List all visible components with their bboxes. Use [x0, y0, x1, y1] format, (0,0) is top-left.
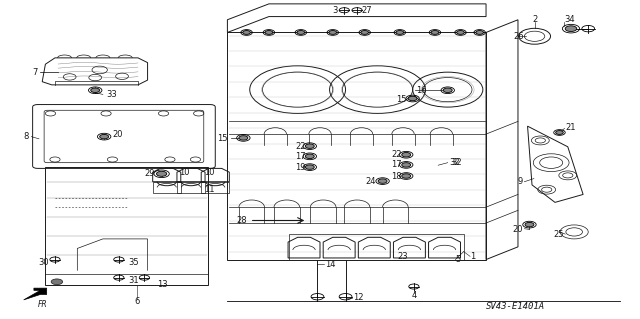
Circle shape [378, 179, 387, 183]
Circle shape [157, 171, 167, 176]
Circle shape [265, 31, 273, 34]
Circle shape [239, 136, 248, 140]
Circle shape [402, 163, 411, 167]
Circle shape [457, 31, 465, 34]
Text: 25: 25 [554, 230, 564, 239]
Circle shape [329, 31, 337, 34]
Text: 5: 5 [456, 255, 461, 264]
Text: 28: 28 [236, 216, 246, 225]
Circle shape [243, 31, 250, 34]
Circle shape [431, 31, 439, 34]
Circle shape [361, 31, 369, 34]
Circle shape [556, 130, 563, 134]
Text: 11: 11 [204, 184, 214, 194]
Bar [153, 182, 180, 193]
Circle shape [396, 31, 404, 34]
Text: 22: 22 [296, 142, 306, 151]
Circle shape [525, 222, 534, 227]
Text: 10: 10 [204, 168, 214, 177]
Text: 4: 4 [412, 291, 417, 300]
Circle shape [444, 88, 452, 93]
Text: 7: 7 [33, 68, 38, 77]
Text: 3: 3 [333, 6, 338, 15]
Circle shape [402, 152, 411, 157]
Text: 26: 26 [514, 32, 524, 41]
Polygon shape [24, 288, 47, 300]
Text: 14: 14 [325, 260, 335, 269]
Text: 19: 19 [296, 163, 306, 172]
Text: 29: 29 [145, 169, 156, 178]
Text: 18: 18 [391, 172, 402, 181]
Text: SV43-E1401A: SV43-E1401A [486, 302, 545, 311]
Text: FR: FR [38, 300, 47, 309]
Circle shape [476, 31, 483, 34]
Text: 12: 12 [353, 293, 364, 302]
Text: 17: 17 [295, 152, 306, 161]
Text: 34: 34 [564, 15, 575, 24]
Text: 13: 13 [157, 279, 168, 288]
Text: 2: 2 [532, 15, 537, 24]
Text: 9: 9 [518, 177, 523, 186]
Text: 27: 27 [362, 6, 372, 15]
Circle shape [91, 88, 100, 93]
Bar [177, 182, 205, 193]
Text: 31: 31 [129, 276, 139, 285]
Text: 35: 35 [129, 258, 139, 267]
Text: 24: 24 [365, 177, 376, 186]
Text: 17: 17 [391, 160, 402, 169]
Circle shape [408, 96, 417, 101]
Text: 32: 32 [449, 158, 460, 167]
Circle shape [51, 279, 63, 285]
Text: 10: 10 [179, 168, 190, 177]
Bar [201, 182, 229, 193]
Text: 6: 6 [134, 297, 140, 306]
Circle shape [305, 144, 314, 148]
Circle shape [100, 134, 109, 139]
Text: 23: 23 [397, 252, 408, 261]
Text: 15: 15 [396, 95, 406, 104]
Circle shape [305, 154, 314, 159]
Circle shape [402, 174, 411, 178]
Text: 21: 21 [566, 123, 577, 132]
Circle shape [297, 31, 305, 34]
Text: 16: 16 [416, 86, 426, 95]
Circle shape [305, 165, 314, 169]
Text: 22: 22 [391, 150, 402, 159]
Text: 15: 15 [217, 134, 227, 143]
Text: 20: 20 [113, 130, 123, 138]
Text: 1: 1 [470, 252, 476, 261]
Text: 30: 30 [38, 258, 49, 267]
Text: 32: 32 [451, 158, 461, 167]
Circle shape [565, 26, 577, 32]
Text: 33: 33 [106, 90, 117, 99]
Text: 20: 20 [513, 225, 523, 234]
Text: 8: 8 [24, 132, 29, 141]
